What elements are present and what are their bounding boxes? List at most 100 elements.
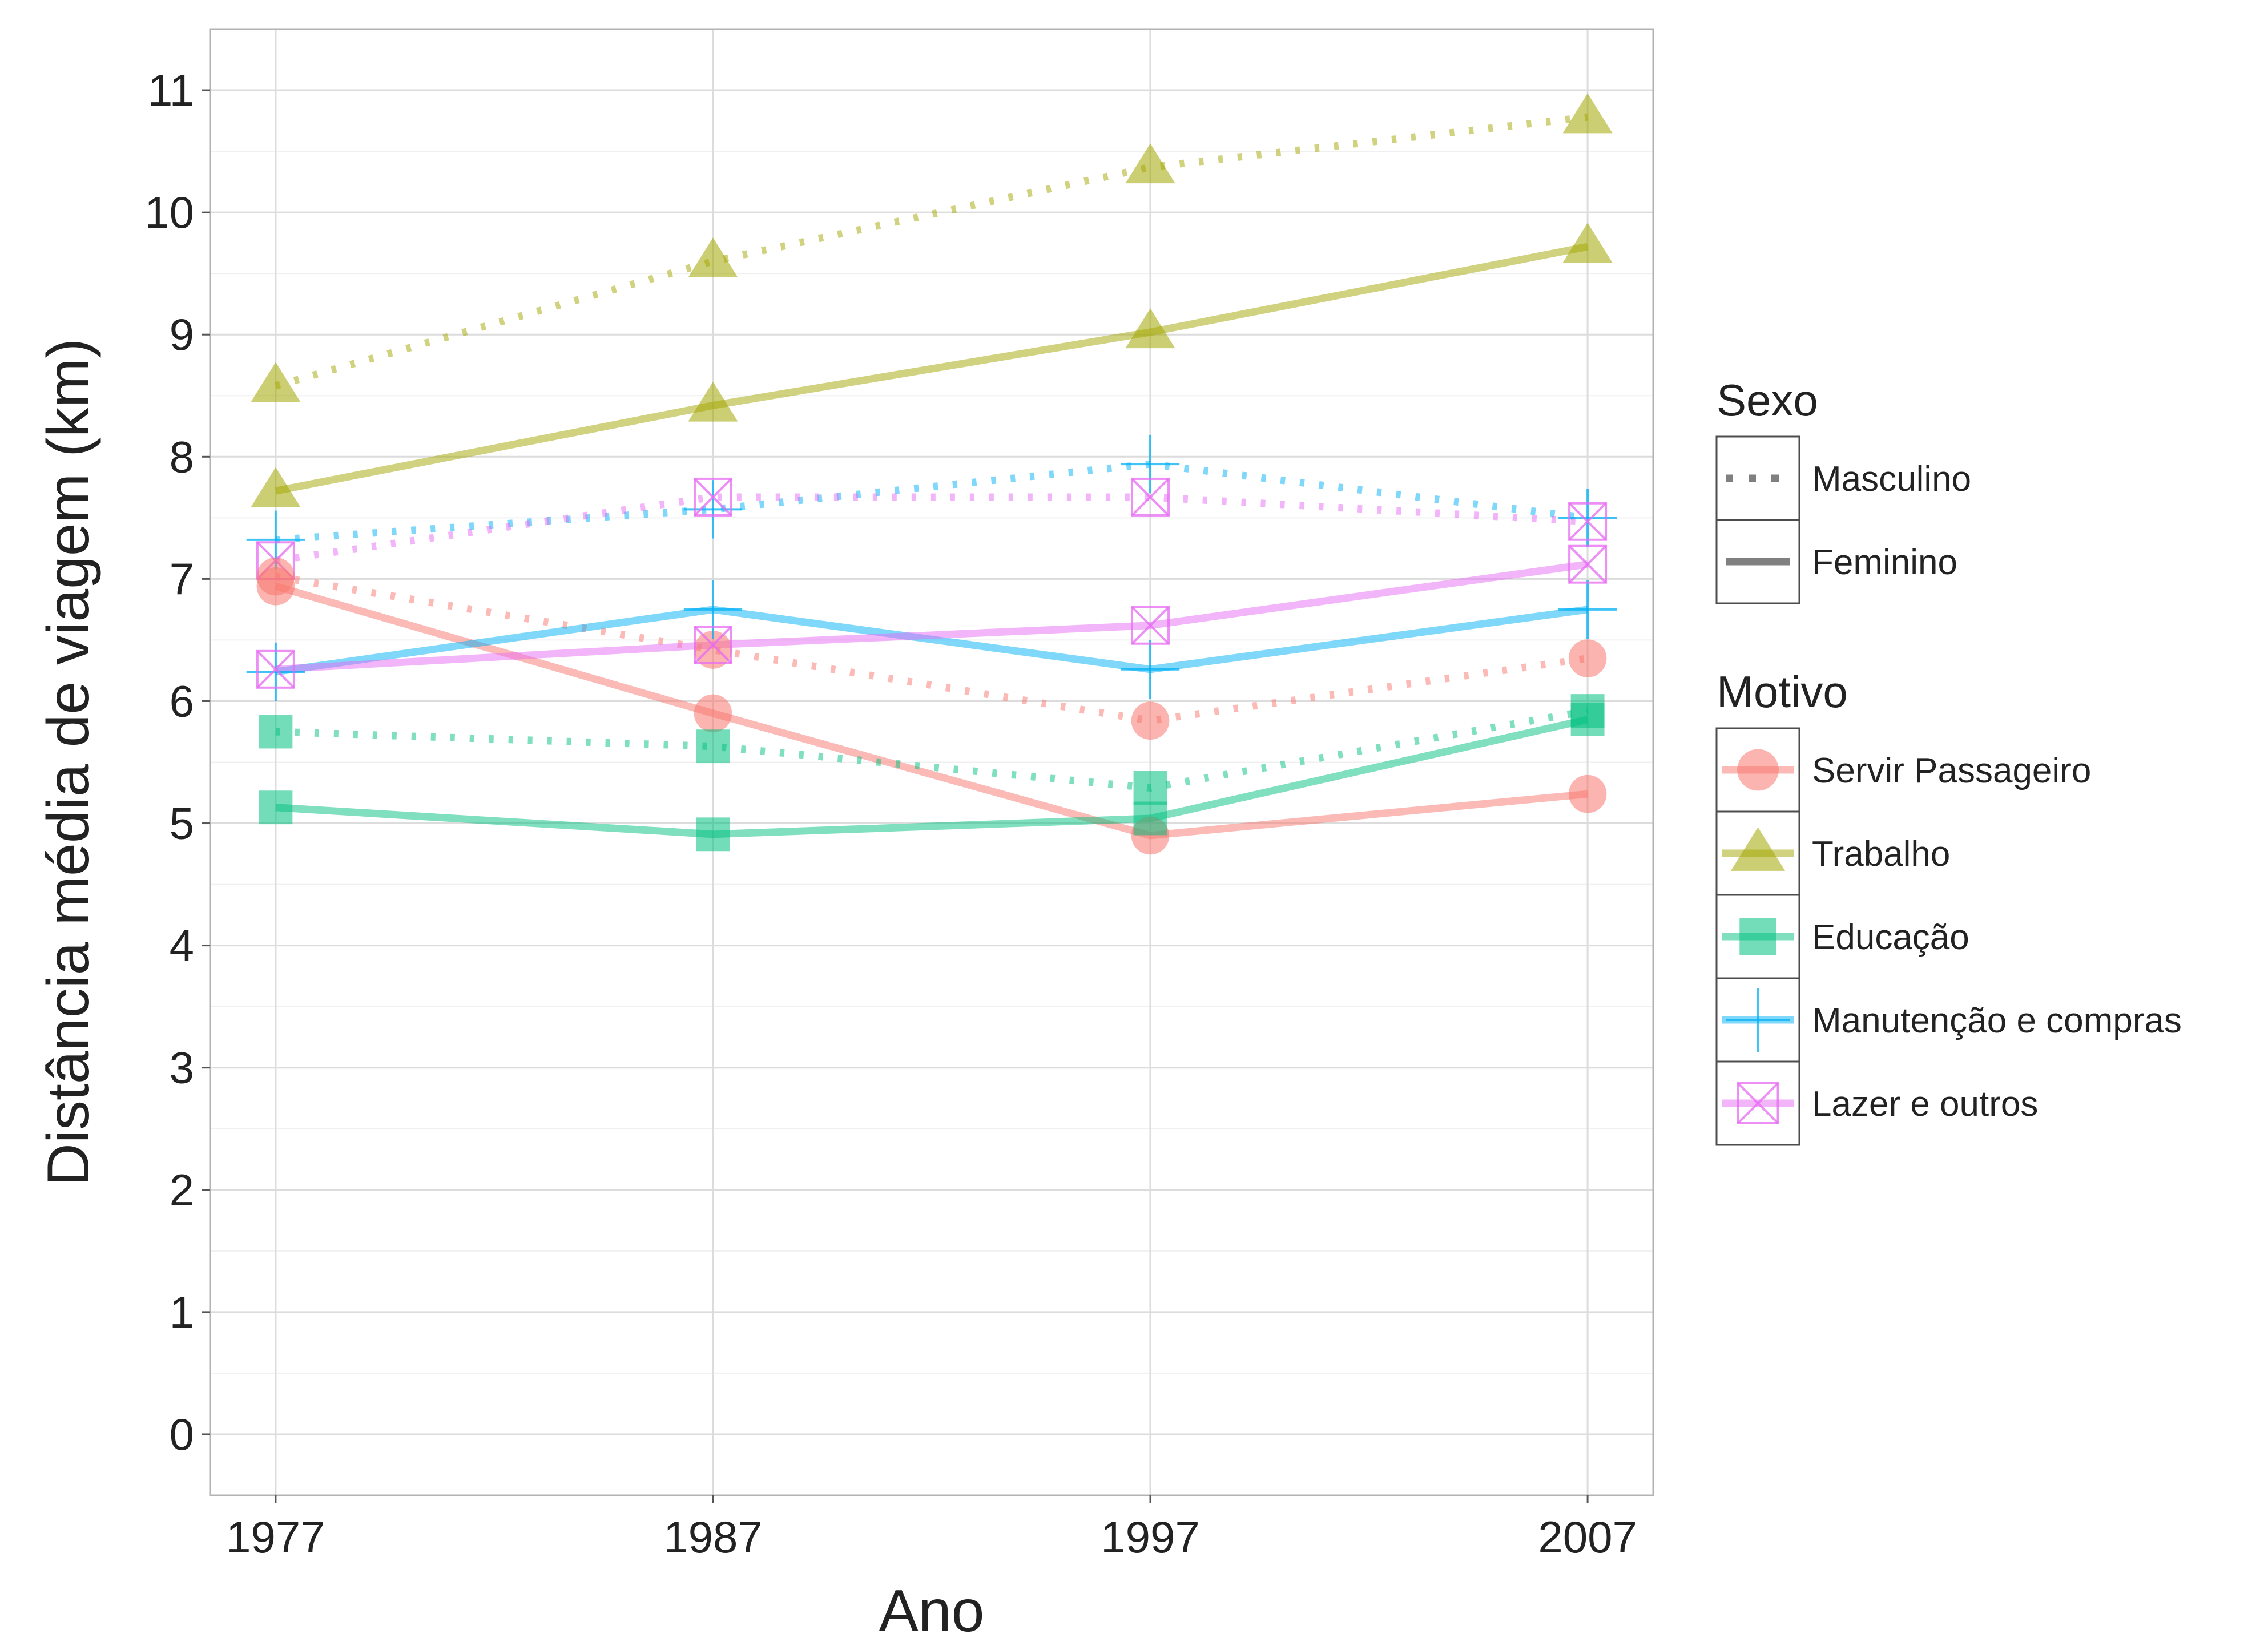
- box: [1568, 502, 1608, 541]
- cross-b: [256, 650, 295, 689]
- data-point-lazer-e-outros: [256, 649, 295, 689]
- x-tick-labels: 1977 1987 1997 2007: [226, 1512, 1637, 1562]
- data-point-trabalho: [251, 362, 301, 402]
- data-point-servir-passageiro: [256, 567, 295, 606]
- legend-key-marker: [1726, 988, 1790, 1052]
- y-tick-label: 9: [170, 309, 194, 360]
- data-point-manutencao-e-compras: [246, 642, 305, 701]
- y-tick-label: 0: [170, 1409, 194, 1459]
- data-point-servir-passageiro: [1568, 639, 1607, 677]
- legend-key-marker: [1730, 827, 1786, 871]
- data-point-educacao: [259, 715, 293, 749]
- y-tick-label: 6: [170, 676, 194, 726]
- y-tick-label: 10: [144, 187, 194, 237]
- cross-b: [1568, 545, 1607, 584]
- data-point-servir-passageiro: [1568, 774, 1607, 813]
- x-axis-title: Ano: [879, 1578, 984, 1644]
- x-tick-label: 2007: [1538, 1512, 1637, 1562]
- legend: Sexo Masculino Feminino Motivo Servir Pas…: [1715, 375, 2182, 1146]
- data-point-trabalho: [1562, 93, 1613, 134]
- cross-b: [1568, 502, 1607, 541]
- data-point-manutencao-e-compras: [1121, 434, 1180, 494]
- legend-key-marker: [1737, 1082, 1779, 1124]
- data-point-trabalho: [688, 237, 738, 277]
- legend-label: Educação: [1812, 918, 1969, 957]
- axis-ticks: [202, 89, 1589, 1503]
- x-tick-label: 1987: [663, 1512, 763, 1562]
- data-point-trabalho: [1562, 223, 1613, 263]
- series-points: [246, 93, 1617, 855]
- series-line-educacao-feminino: [275, 716, 1589, 838]
- legend-label: Manutenção e compras: [1812, 1001, 2182, 1040]
- x-tick-label: 1997: [1101, 1512, 1200, 1562]
- series-line-servir-passageiro-masculino: [275, 572, 1589, 725]
- data-point-manutencao-e-compras: [1558, 580, 1617, 639]
- data-point-manutencao-e-compras: [683, 480, 743, 539]
- data-point-manutencao-e-compras: [1558, 489, 1617, 547]
- series-line-trabalho-feminino: [275, 243, 1589, 495]
- cross-b: [1131, 478, 1170, 517]
- legend-label: Servir Passageiro: [1812, 751, 2091, 790]
- box: [693, 477, 732, 517]
- data-point-educacao: [696, 817, 730, 852]
- data-point-educacao: [1570, 703, 1605, 737]
- data-point-manutencao-e-compras: [683, 580, 743, 639]
- box: [1737, 1082, 1779, 1124]
- legend-sexo-keys: Masculino Feminino: [1715, 435, 1971, 604]
- data-point-trabalho: [1125, 308, 1175, 349]
- data-point-servir-passageiro: [694, 631, 732, 669]
- plot-panel-border: [209, 28, 1654, 1496]
- y-tick-label: 7: [170, 554, 194, 604]
- data-point-servir-passageiro: [1131, 701, 1170, 740]
- box: [1131, 606, 1170, 645]
- y-tick-labels: 0 1 2 3 4 5 6 7 8 9 10 11: [144, 65, 194, 1459]
- y-tick-label: 2: [170, 1165, 194, 1215]
- legend-motivo-keys: Servir Passageiro Trabalho Educação Manuten…: [1715, 727, 2182, 1146]
- legend-label: Lazer e outros: [1812, 1084, 2038, 1124]
- y-tick-label: 4: [170, 921, 194, 971]
- data-point-educacao: [259, 790, 293, 825]
- legend-key-marker: [1739, 918, 1776, 955]
- cross-b: [1737, 1082, 1779, 1124]
- data-point-lazer-e-outros: [1568, 502, 1608, 541]
- data-point-educacao: [1133, 771, 1167, 805]
- y-tick-label: 5: [170, 798, 194, 849]
- series-line-lazer-e-outros-feminino: [275, 560, 1588, 673]
- y-tick-label: 11: [148, 65, 194, 115]
- legend-label: Masculino: [1812, 459, 1971, 499]
- data-point-lazer-e-outros: [693, 477, 732, 517]
- data-point-lazer-e-outros: [1131, 606, 1170, 645]
- data-point-trabalho: [251, 467, 301, 507]
- cross-b: [694, 626, 732, 664]
- data-point-educacao: [696, 729, 730, 764]
- data-point-trabalho: [688, 381, 738, 422]
- box: [1131, 477, 1170, 517]
- y-tick-label: 3: [170, 1043, 194, 1093]
- legend-motivo-title: Motivo: [1717, 667, 1848, 717]
- cross-b: [694, 478, 732, 517]
- data-point-lazer-e-outros: [1131, 477, 1170, 517]
- series-line-manutencao-e-compras-feminino: [275, 606, 1588, 676]
- legend-key-marker: [1737, 749, 1779, 791]
- series-line-servir-passageiro-feminino: [275, 582, 1588, 840]
- series-line-lazer-e-outros-masculino: [275, 493, 1588, 564]
- box: [693, 625, 732, 664]
- series-line-manutencao-e-compras-masculino: [275, 460, 1588, 544]
- series-lines: [275, 113, 1589, 840]
- cross-b: [1131, 606, 1170, 645]
- box: [1568, 544, 1608, 584]
- data-point-educacao: [1133, 801, 1167, 836]
- y-tick-label: 8: [170, 431, 194, 482]
- box: [256, 649, 295, 689]
- data-point-servir-passageiro: [694, 694, 732, 733]
- legend-sexo-title: Sexo: [1717, 375, 1818, 425]
- data-point-manutencao-e-compras: [1121, 640, 1180, 699]
- y-tick-label: 1: [170, 1287, 194, 1337]
- y-axis-title: Distância média de viagem (km): [35, 338, 102, 1186]
- x-tick-label: 1977: [226, 1512, 325, 1562]
- data-point-lazer-e-outros: [1568, 544, 1608, 584]
- legend-label: Trabalho: [1812, 834, 1950, 874]
- data-point-trabalho: [1125, 143, 1175, 184]
- data-point-lazer-e-outros: [693, 625, 732, 664]
